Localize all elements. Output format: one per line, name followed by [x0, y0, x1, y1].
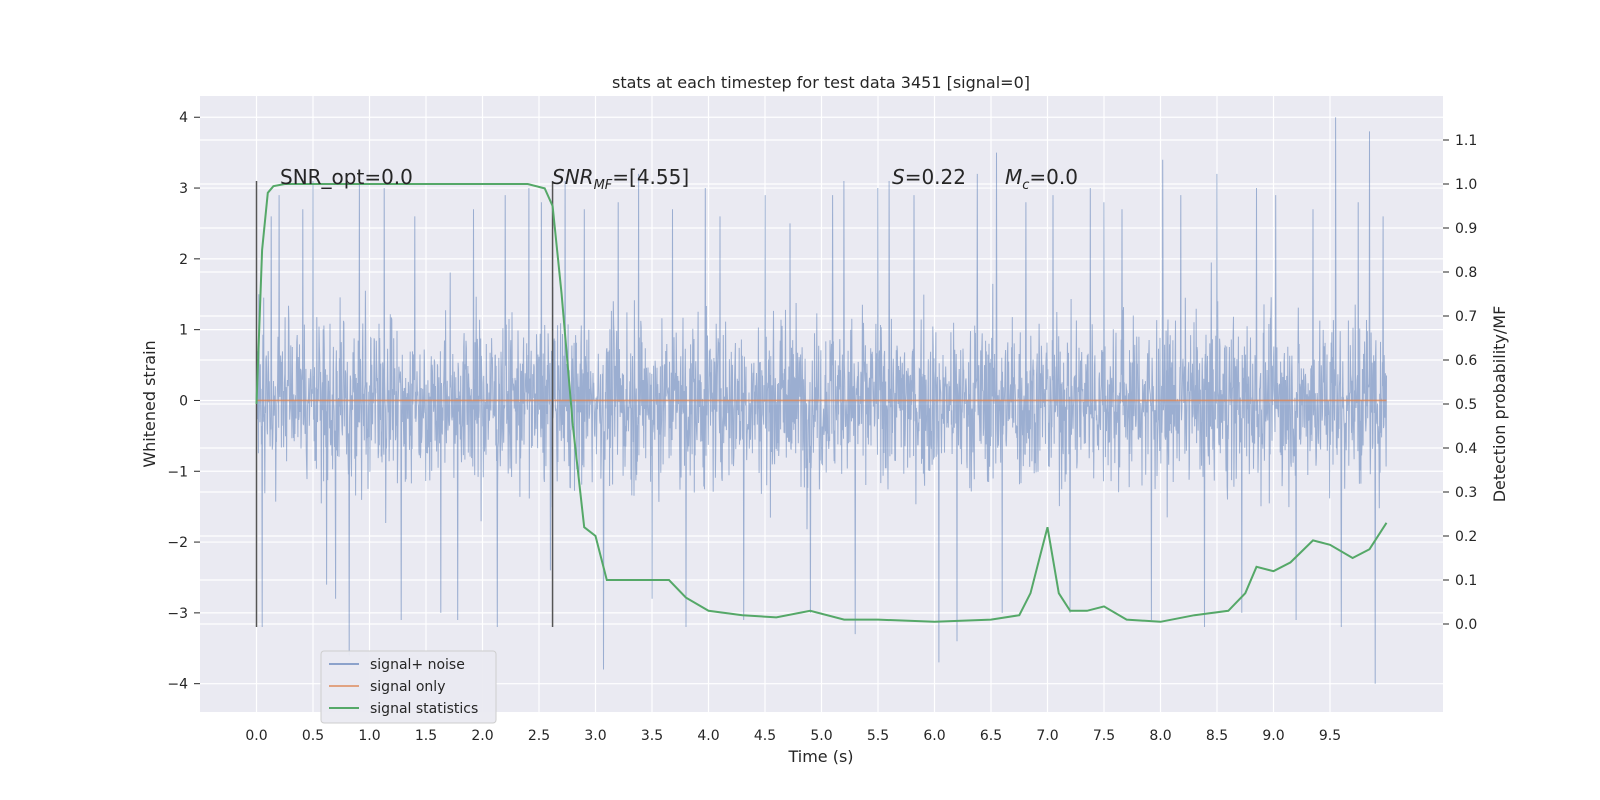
- y2-tick-label: 0.0: [1455, 617, 1477, 633]
- s-value: =0.22: [905, 165, 966, 189]
- x-tick-label: 5.5: [867, 728, 889, 744]
- y-tick-label: −4: [167, 677, 188, 693]
- y-tick-label: −3: [167, 606, 188, 622]
- y2-tick-label: 0.5: [1455, 397, 1477, 413]
- legend: signal+ noise signal only signal statist…: [320, 650, 497, 724]
- y2-tick-label: 0.6: [1455, 353, 1477, 369]
- tick-labels: 0.0 0.5 1.0 1.5 2.0 2.5 3.0 3.5 4.0 4.5 5.0 5.5 6.0 6…: [167, 110, 1477, 744]
- chart-title: stats at each timestep for test data 345…: [612, 73, 1030, 92]
- legend-box: [320, 650, 497, 724]
- y-axis-title: Whitened strain: [140, 340, 159, 467]
- y2-tick-label: 0.9: [1455, 221, 1477, 237]
- y-tick-label: 2: [179, 252, 188, 268]
- y-tick-label: 1: [179, 323, 188, 339]
- x-tick-label: 8.0: [1149, 728, 1171, 744]
- s-name: S: [892, 165, 905, 189]
- legend-label-noise: signal+ noise: [370, 657, 465, 673]
- snr-mf-subscript: MF: [594, 178, 613, 193]
- x-axis-title: Time (s): [787, 747, 853, 766]
- signal-noise-series: [256, 117, 1387, 684]
- y-tick-label: 4: [179, 110, 188, 126]
- legend-label-stat: signal statistics: [370, 701, 478, 717]
- s-annotation: S=0.22: [892, 165, 966, 189]
- x-tick-label: 6.0: [923, 728, 945, 744]
- x-tick-label: 9.5: [1319, 728, 1341, 744]
- y2-tick-label: 1.0: [1455, 177, 1477, 193]
- x-tick-label: 1.5: [415, 728, 437, 744]
- mc-name: M: [1005, 165, 1022, 189]
- snr-opt-annotation: SNR_opt=0.0: [280, 165, 413, 189]
- y2-tick-label: 0.2: [1455, 529, 1477, 545]
- y2-tick-label: 0.1: [1455, 573, 1477, 589]
- x-tick-label: 7.5: [1093, 728, 1115, 744]
- y2-axis-title: Detection probability/MF: [1490, 306, 1509, 503]
- x-tick-label: 7.0: [1036, 728, 1058, 744]
- x-tick-label: 1.0: [358, 728, 380, 744]
- signal-noise-line: [256, 117, 1387, 684]
- snr-mf-annotation: SNRMF=[4.55]: [552, 165, 689, 193]
- x-tick-label: 0.0: [245, 728, 267, 744]
- snr-mf-name: SNR: [552, 165, 594, 189]
- y2-tick-label: 0.3: [1455, 485, 1477, 501]
- legend-label-signal: signal only: [370, 679, 445, 695]
- annotations: SNR_opt=0.0 SNRMF=[4.55] S=0.22 Mc=0.0: [280, 165, 1078, 193]
- y2-tick-label: 1.1: [1455, 133, 1477, 149]
- x-tick-label: 9.0: [1262, 728, 1284, 744]
- x-tick-label: 3.5: [641, 728, 663, 744]
- x-tick-label: 2.5: [528, 728, 550, 744]
- mc-subscript: c: [1022, 178, 1029, 193]
- x-tick-label: 3.0: [584, 728, 606, 744]
- mc-annotation: Mc=0.0: [1005, 165, 1078, 193]
- x-tick-label: 4.0: [697, 728, 719, 744]
- signal-statistics-line: [255, 183, 1388, 623]
- y-tick-label: 3: [179, 181, 188, 197]
- y-tick-label: −2: [167, 535, 188, 551]
- x-tick-label: 0.5: [302, 728, 324, 744]
- mc-value: =0.0: [1029, 165, 1078, 189]
- x-tick-label: 2.0: [471, 728, 493, 744]
- signal-statistics-series: [255, 183, 1388, 623]
- y2-tick-label: 0.8: [1455, 265, 1477, 281]
- x-tick-label: 6.5: [980, 728, 1002, 744]
- x-tick-label: 5.0: [810, 728, 832, 744]
- x-tick-label: 4.5: [754, 728, 776, 744]
- y2-tick-label: 0.4: [1455, 441, 1477, 457]
- y-tick-label: −1: [167, 464, 188, 480]
- y2-tick-label: 0.7: [1455, 309, 1477, 325]
- x-tick-label: 8.5: [1206, 728, 1228, 744]
- y-tick-label: 0: [179, 393, 188, 409]
- snr-mf-value: =[4.55]: [612, 165, 689, 189]
